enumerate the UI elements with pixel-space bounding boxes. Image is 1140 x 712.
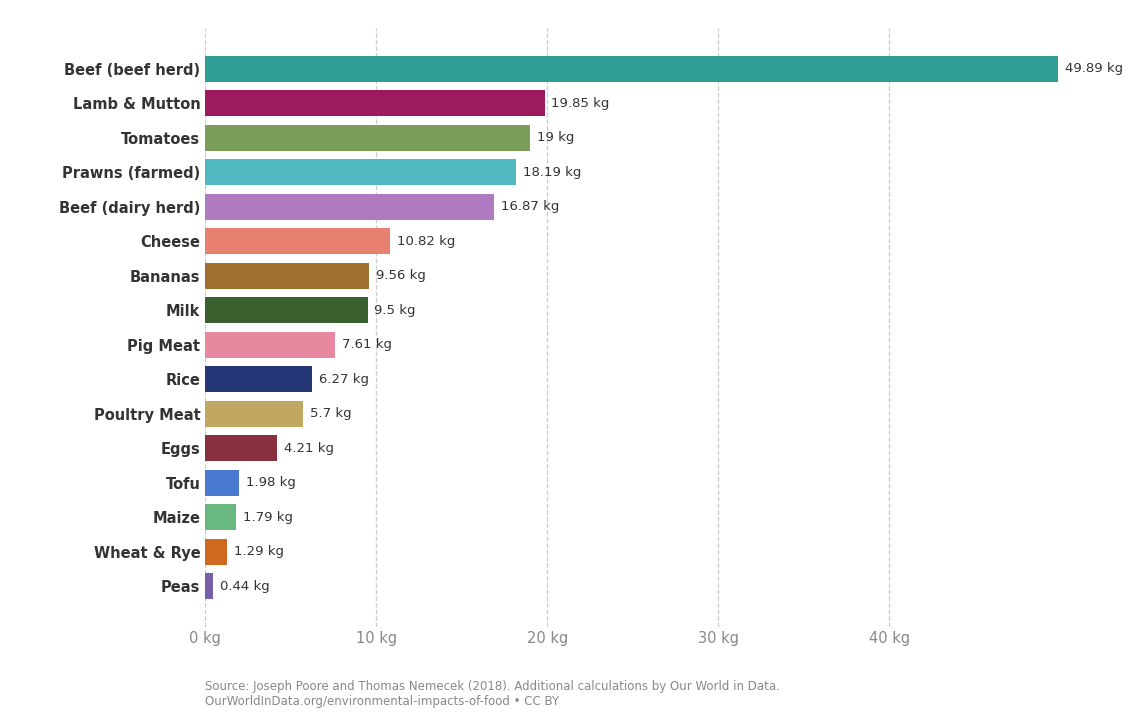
Text: 7.61 kg: 7.61 kg — [342, 338, 392, 351]
Bar — [205, 229, 390, 254]
Bar — [205, 298, 367, 323]
Text: 18.19 kg: 18.19 kg — [523, 166, 581, 179]
Bar — [205, 159, 516, 185]
Bar — [205, 90, 545, 116]
Text: 9.56 kg: 9.56 kg — [375, 269, 425, 282]
Bar — [205, 367, 312, 392]
Bar — [205, 539, 227, 565]
Text: 4.21 kg: 4.21 kg — [284, 442, 334, 455]
Bar — [205, 470, 239, 496]
Bar — [205, 436, 277, 461]
Bar — [205, 573, 213, 600]
Text: 5.7 kg: 5.7 kg — [310, 407, 351, 420]
Text: 1.29 kg: 1.29 kg — [234, 545, 284, 558]
Bar — [205, 194, 494, 219]
Bar — [205, 332, 335, 357]
Text: 10.82 kg: 10.82 kg — [397, 235, 456, 248]
Text: 9.5 kg: 9.5 kg — [374, 304, 416, 317]
Text: 1.79 kg: 1.79 kg — [243, 511, 293, 524]
Bar — [205, 56, 1058, 82]
Text: 16.87 kg: 16.87 kg — [500, 200, 559, 213]
Text: Source: Joseph Poore and Thomas Nemecek (2018). Additional calculations by Our W: Source: Joseph Poore and Thomas Nemecek … — [205, 681, 780, 708]
Text: 6.27 kg: 6.27 kg — [319, 373, 369, 386]
Bar — [205, 401, 302, 426]
Text: 1.98 kg: 1.98 kg — [246, 476, 295, 489]
Text: 49.89 kg: 49.89 kg — [1065, 62, 1123, 75]
Bar — [205, 504, 236, 530]
Text: 0.44 kg: 0.44 kg — [220, 580, 269, 593]
Bar — [205, 263, 368, 288]
Bar — [205, 125, 530, 151]
Text: 19.85 kg: 19.85 kg — [552, 97, 610, 110]
Text: 19 kg: 19 kg — [537, 131, 575, 144]
